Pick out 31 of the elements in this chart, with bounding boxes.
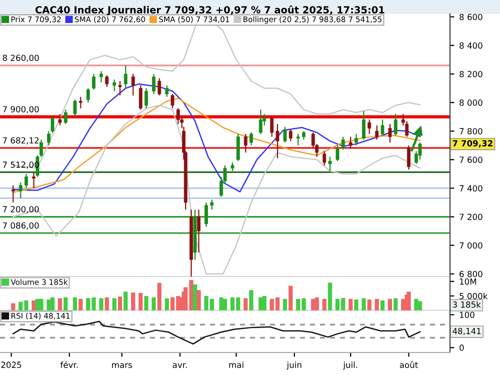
ref-line-label: 7 200,00 xyxy=(2,206,39,214)
text: 3 185k xyxy=(452,301,481,308)
ref-line-label: 7 682,12 xyxy=(2,137,39,144)
y-tick-label: 8 200 xyxy=(460,70,482,78)
y-tick-label: 10M xyxy=(460,278,476,285)
x-tick-label: mai xyxy=(229,362,244,368)
y-tick-label: 7 600 xyxy=(460,156,482,163)
y-tick-label: 8 400 xyxy=(460,42,482,49)
ref-line-label: 7 086,00 xyxy=(2,222,39,230)
ref-line-label: 7 900,00 xyxy=(2,106,39,114)
y-tick-label: 0 xyxy=(460,344,464,351)
y-tick-label: 7 200 xyxy=(460,214,482,220)
chart-title: CAC40 Index Journalier 7 709,32 +0,97 % 7 août 2025, 17:35:01 xyxy=(35,6,384,16)
x-tick-label: mars xyxy=(112,363,132,368)
y-tick-label: 100 xyxy=(460,312,474,318)
x-tick-label: juin xyxy=(286,362,302,370)
x-tick-label: 2025 xyxy=(1,362,22,368)
x-tick-label: avr. xyxy=(172,363,187,368)
x-tick-label: août xyxy=(400,361,418,368)
text: 48,141 xyxy=(452,328,481,336)
y-tick-label: 8 000 xyxy=(460,100,482,106)
y-tick-label: 8 600 xyxy=(460,14,482,20)
y-tick-label: 7 400 xyxy=(460,185,482,192)
y-tick-label: 7 000 xyxy=(460,242,482,249)
x-tick-label: juil. xyxy=(343,362,358,370)
ref-line-label: 8 260,00 xyxy=(2,54,39,62)
text: 7 709,32 xyxy=(452,140,492,148)
x-tick-label: févr. xyxy=(60,361,78,368)
y-tick-label: 7 800 xyxy=(460,128,482,134)
y-tick-label: 6 800 xyxy=(460,270,482,278)
y-tick-label: 5 000k xyxy=(460,292,488,300)
